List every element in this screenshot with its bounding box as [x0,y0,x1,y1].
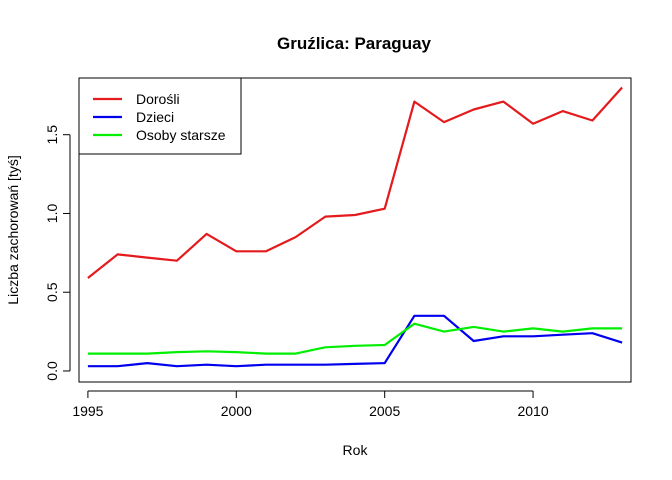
plot-frame [78,77,632,383]
y-axis: 0.0 0.5 1.0 1.5 [44,125,71,381]
x-tick-label-1: 2000 [221,403,252,419]
x-tick-label-0: 1995 [72,403,103,419]
y-tick-label-1: 0.5 [44,282,60,302]
series-lines [87,86,623,368]
legend: Dorośli Dzieci Osoby starsze [78,77,242,155]
x-axis: 1995 2000 2005 2010 [72,390,549,419]
y-tick-label-0: 0.0 [44,361,60,381]
x-axis-label: Rok [343,442,369,458]
legend-label-1: Dzieci [136,109,174,125]
legend-label-2: Osoby starsze [136,127,226,143]
y-tick-label-2: 1.0 [44,204,60,224]
y-tick-label-3: 1.5 [44,125,60,145]
series-line-1 [87,314,623,368]
series-line-0 [87,86,623,279]
chart-title: Gruźlica: Paraguay [277,34,432,53]
series-line-2 [87,322,623,355]
y-axis-label: Liczba zachorowań [tyś] [5,155,21,304]
x-tick-label-3: 2010 [517,403,548,419]
x-tick-label-2: 2005 [369,403,400,419]
legend-label-0: Dorośli [136,91,180,107]
